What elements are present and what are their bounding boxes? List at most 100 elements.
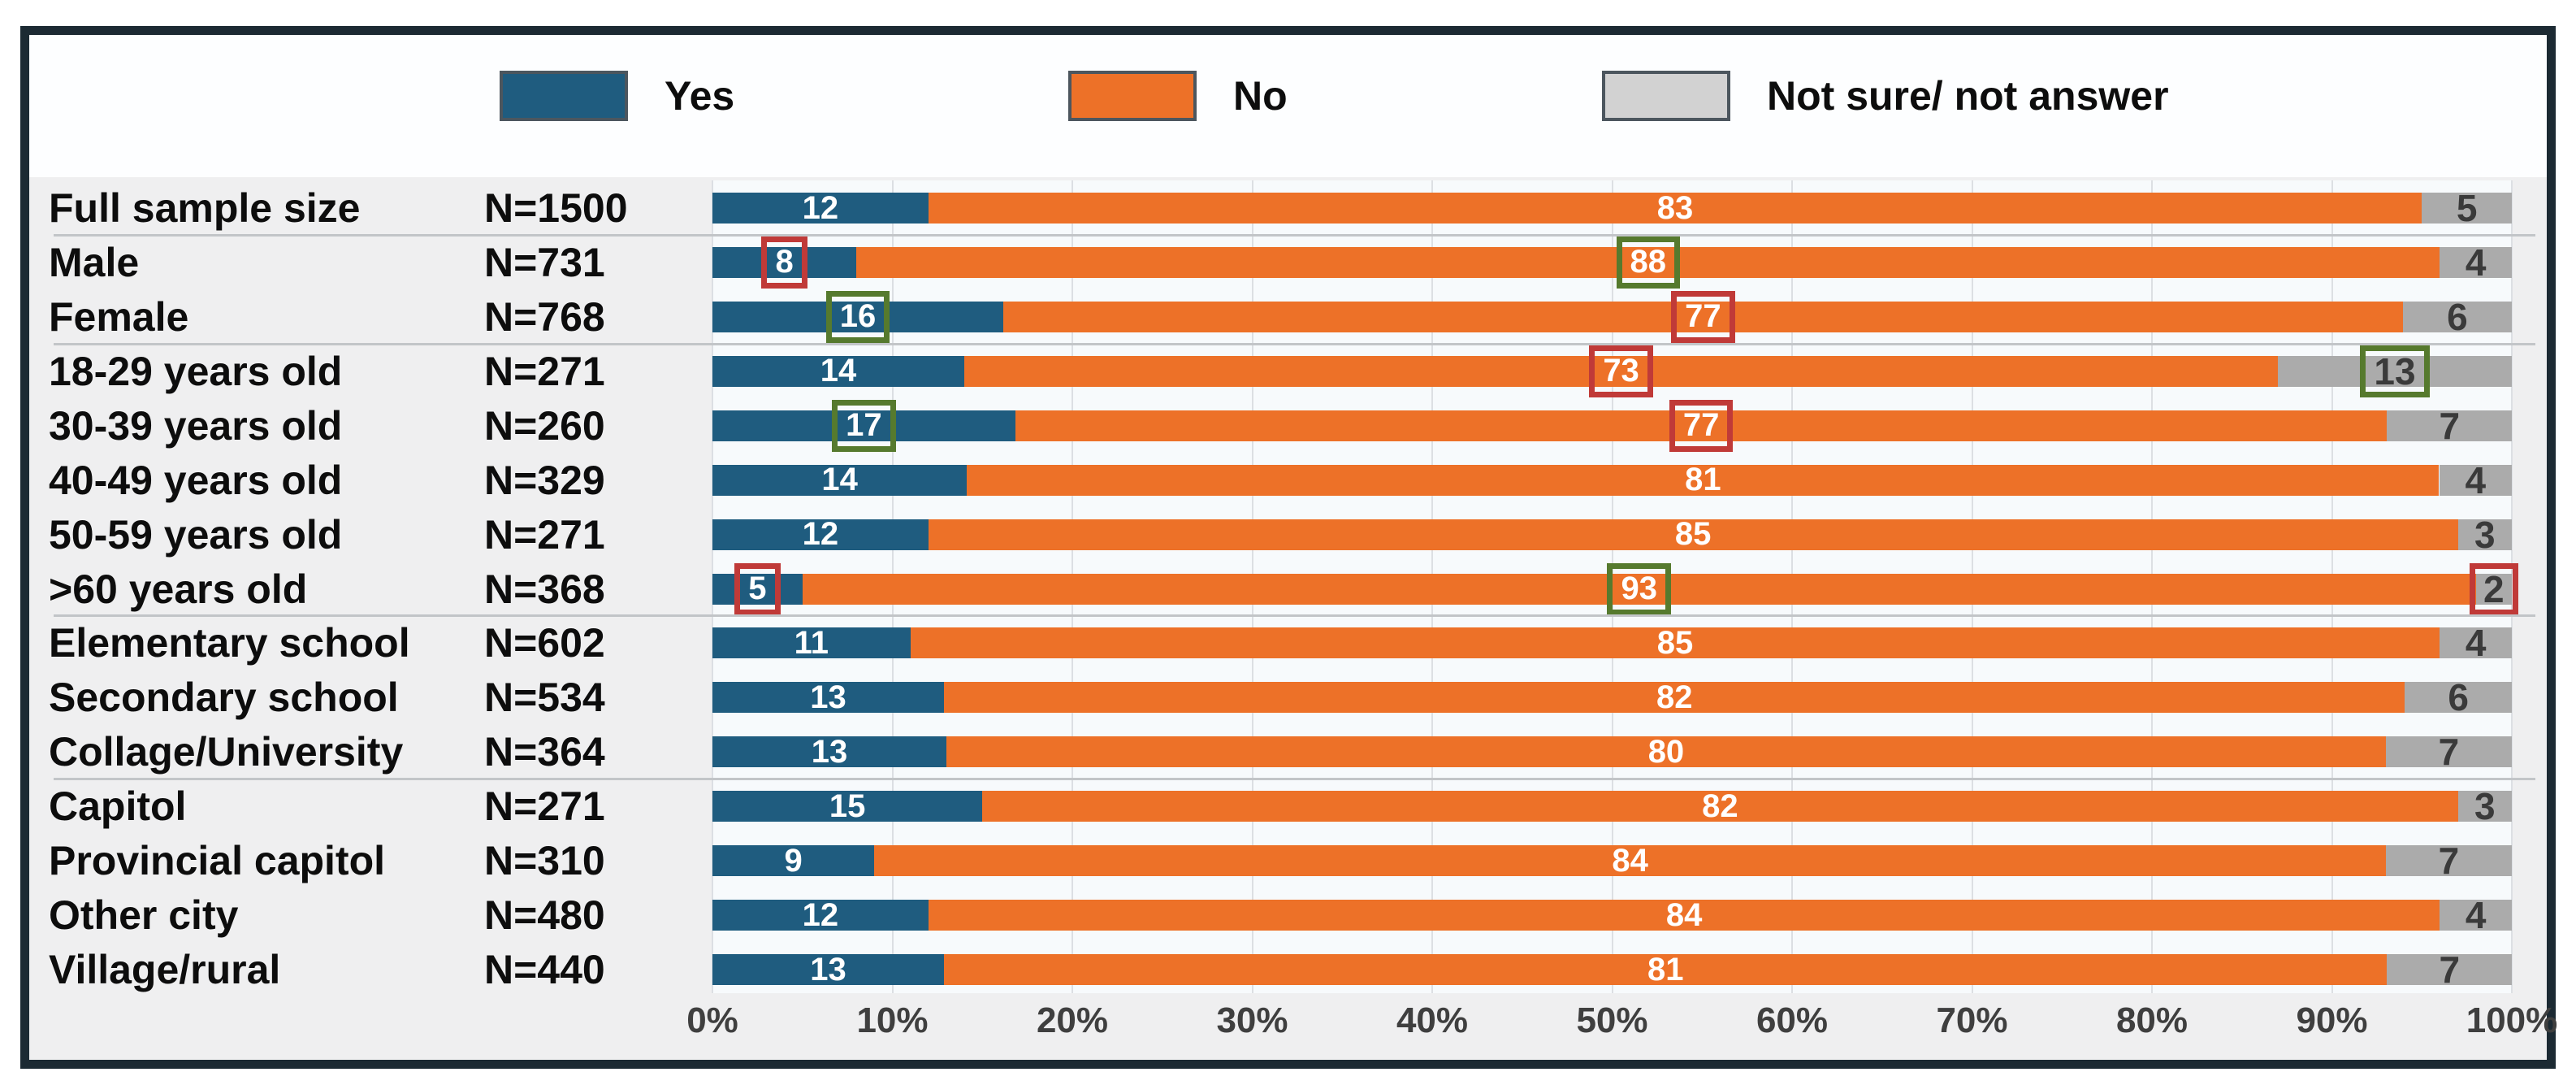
bar-segment-no: 93 xyxy=(802,562,2476,615)
bar-value-not-sure: 4 xyxy=(2465,622,2487,665)
bar-row: 9 84 7 xyxy=(712,840,2512,882)
row-n: N=480 xyxy=(484,892,605,939)
row-label: 30-39 years old xyxy=(49,402,343,449)
bar-value-yes: 13 xyxy=(810,679,846,715)
x-axis-tick-label: 60% xyxy=(1756,1000,1829,1040)
bar-segment-no: 84 xyxy=(928,897,2440,933)
bar-segment-not-sure: 3 xyxy=(2457,785,2512,827)
row-n: N=768 xyxy=(484,293,605,340)
bar-segment-yes: 8 xyxy=(712,236,857,289)
x-axis-tick-label: 80% xyxy=(2115,1000,2189,1040)
row-label: Secondary school xyxy=(49,675,399,721)
bar-segment-yes: 13 xyxy=(712,733,946,770)
row-label: Capitol xyxy=(49,783,187,830)
bar-row: 16 77 6 xyxy=(712,290,2512,343)
bar-value-yes: 13 xyxy=(811,733,848,770)
bar-segment-not-sure: 2 xyxy=(2470,562,2518,615)
legend-swatch-yes-icon xyxy=(500,71,628,121)
row-label: >60 years old xyxy=(49,566,308,612)
bar-segment-no: 73 xyxy=(964,345,2279,397)
bar-value-yes: 12 xyxy=(802,896,839,933)
chart-frame: Yes No Not sure/ not answer Full sample … xyxy=(20,26,2557,1069)
bar-segment-yes: 14 xyxy=(712,462,968,498)
bar-segment-no: 88 xyxy=(856,236,2440,289)
bar-row: 15 82 3 xyxy=(712,785,2512,827)
bar-value-yes: 15 xyxy=(829,788,866,824)
row-n: N=364 xyxy=(484,729,605,775)
bar-row: 8 88 4 xyxy=(712,236,2512,289)
bar-segment-yes: 17 xyxy=(712,399,1015,452)
row-n: N=731 xyxy=(484,239,605,285)
bar-segment-not-sure: 4 xyxy=(2440,894,2512,936)
bar-segment-no: 83 xyxy=(928,189,2422,226)
bar-value-not-sure-red-box: 2 xyxy=(2470,562,2518,615)
bar-segment-no: 84 xyxy=(874,842,2386,879)
bar-value-yes-green-box: 17 xyxy=(832,399,896,452)
bar-value-not-sure: 5 xyxy=(2456,187,2478,229)
row-label: 18-29 years old xyxy=(49,348,343,394)
bar-value-yes: 12 xyxy=(802,516,839,553)
row-label: Female xyxy=(49,293,189,340)
bar-segment-yes: 11 xyxy=(712,625,911,661)
bar-value-no: 84 xyxy=(1612,842,1648,879)
bar-segment-yes: 12 xyxy=(712,516,929,553)
bar-segment-no: 82 xyxy=(944,679,2405,715)
bar-segment-no: 80 xyxy=(946,733,2386,770)
row-label: Collage/University xyxy=(49,729,404,775)
bar-segment-yes: 13 xyxy=(712,679,945,715)
bar-row: 13 82 6 xyxy=(712,676,2512,718)
bar-value-no: 80 xyxy=(1647,733,1685,770)
x-axis-tick-label: 90% xyxy=(2296,1000,2368,1040)
x-axis-tick-label: 0% xyxy=(686,1000,738,1040)
x-axis-tick-label: 100% xyxy=(2466,1000,2558,1040)
bar-value-not-sure: 4 xyxy=(2465,894,2487,937)
bar-segment-not-sure: 4 xyxy=(2440,241,2512,284)
legend-swatch-not-sure-icon xyxy=(1602,71,1730,121)
bar-segment-no: 81 xyxy=(967,462,2440,498)
bar-row: 13 81 7 xyxy=(712,948,2512,991)
bar-segment-not-sure: 7 xyxy=(2385,731,2512,773)
row-label: Male xyxy=(49,239,140,285)
bar-segment-not-sure: 7 xyxy=(2387,405,2512,447)
bar-value-not-sure: 6 xyxy=(2447,295,2468,338)
bar-value-yes-red-box: 8 xyxy=(761,236,807,289)
row-label: Provincial capitol xyxy=(49,838,386,884)
bar-value-not-sure: 7 xyxy=(2439,948,2461,992)
bar-segment-yes: 9 xyxy=(712,843,875,879)
bar-value-no: 83 xyxy=(1656,189,1694,226)
bar-segment-not-sure: 4 xyxy=(2439,459,2512,501)
bar-segment-no: 81 xyxy=(944,952,2388,987)
legend-label-yes: Yes xyxy=(665,73,735,119)
gridline xyxy=(2511,180,2513,993)
bar-row: 14 73 13 xyxy=(712,345,2512,397)
bar-value-not-sure-green-box: 13 xyxy=(2360,345,2430,397)
bar-row: 14 81 4 xyxy=(712,459,2512,501)
bar-segment-yes: 15 xyxy=(712,788,983,824)
bar-value-no: 81 xyxy=(1685,462,1721,498)
row-n: N=534 xyxy=(484,675,605,721)
row-label: Village/rural xyxy=(49,947,281,993)
bar-value-not-sure: 7 xyxy=(2438,731,2460,774)
bar-value-not-sure: 7 xyxy=(2438,840,2460,883)
bar-row: 13 80 7 xyxy=(712,731,2512,773)
bar-value-yes-red-box: 5 xyxy=(734,562,781,615)
bar-segment-yes: 12 xyxy=(712,896,929,933)
x-axis-tick-label: 30% xyxy=(1216,1000,1288,1040)
row-label: 40-49 years old xyxy=(49,457,343,503)
bar-value-no-green-box: 88 xyxy=(1616,236,1681,289)
x-axis-tick-label: 10% xyxy=(856,1000,929,1040)
bar-row: 5 93 2 xyxy=(712,562,2518,615)
bar-row: 11 85 4 xyxy=(712,622,2512,664)
group-separator xyxy=(54,614,2535,618)
bar-segment-not-sure: 7 xyxy=(2387,948,2512,991)
bar-segment-yes: 13 xyxy=(712,952,945,987)
group-separator xyxy=(54,342,2535,345)
bar-value-no-green-box: 93 xyxy=(1607,562,1671,615)
bar-value-yes: 14 xyxy=(821,462,858,498)
row-n: N=271 xyxy=(484,511,605,558)
bar-value-yes: 12 xyxy=(802,189,839,226)
row-n: N=440 xyxy=(484,947,605,993)
bar-segment-yes: 12 xyxy=(712,189,929,226)
bar-segment-not-sure: 6 xyxy=(2405,676,2512,718)
group-separator xyxy=(54,233,2535,237)
